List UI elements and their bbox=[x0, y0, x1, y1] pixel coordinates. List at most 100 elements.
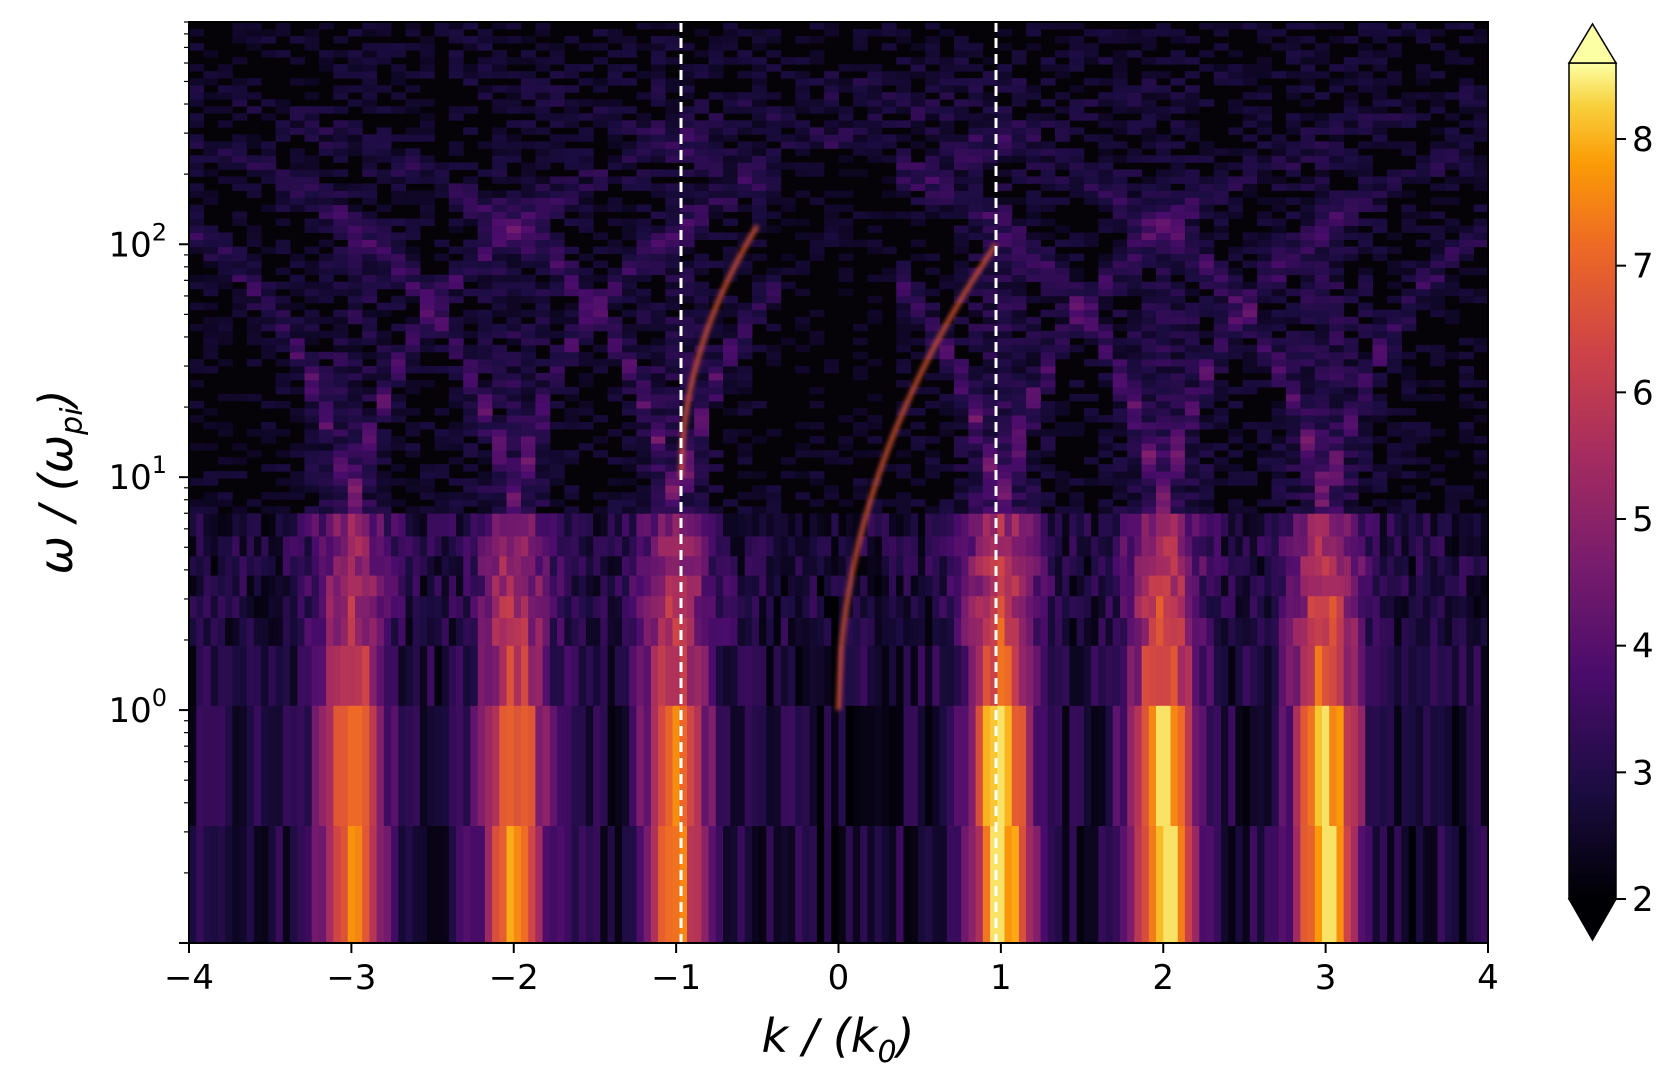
heatmap-cell bbox=[564, 288, 580, 297]
heatmap-cell bbox=[1300, 478, 1316, 486]
heatmap-cell bbox=[679, 471, 695, 479]
heatmap-cell bbox=[679, 246, 695, 255]
heatmap-cell bbox=[968, 288, 984, 297]
heatmap-cell bbox=[1112, 464, 1128, 472]
heatmap-cell bbox=[896, 190, 912, 198]
heatmap-cell bbox=[1011, 386, 1027, 395]
heatmap-cell bbox=[1358, 617, 1366, 646]
heatmap-cell bbox=[347, 485, 363, 493]
heatmap-cell bbox=[1141, 141, 1157, 149]
heatmap-cell bbox=[1343, 555, 1352, 576]
heatmap-cell bbox=[1011, 281, 1027, 290]
heatmap-cell bbox=[1387, 575, 1395, 597]
heatmap-cell bbox=[1300, 253, 1316, 262]
heatmap-cell bbox=[1221, 535, 1229, 557]
heatmap-cell bbox=[506, 386, 522, 395]
heatmap-cell bbox=[687, 825, 695, 943]
heatmap-cell bbox=[636, 386, 652, 395]
heatmap-cell bbox=[1394, 555, 1403, 576]
heatmap-cell bbox=[1336, 575, 1345, 597]
heatmap-cell bbox=[362, 267, 378, 276]
heatmap-cell bbox=[1098, 429, 1114, 437]
heatmap-cell bbox=[708, 155, 724, 163]
heatmap-cell bbox=[340, 513, 349, 537]
heatmap-cell bbox=[1112, 204, 1128, 212]
heatmap-cell bbox=[968, 408, 984, 416]
heatmap-cell bbox=[845, 705, 854, 826]
heatmap-cell bbox=[412, 645, 421, 706]
heatmap-cell bbox=[1170, 429, 1186, 437]
heatmap-cell bbox=[564, 705, 573, 826]
heatmap-cell bbox=[1343, 485, 1359, 493]
heatmap-cell bbox=[1112, 401, 1128, 409]
heatmap-cell bbox=[600, 617, 609, 646]
heatmap-cell bbox=[665, 204, 681, 212]
heatmap-cell bbox=[1285, 555, 1294, 576]
heatmap-cell bbox=[362, 393, 378, 402]
heatmap-cell bbox=[571, 535, 580, 557]
heatmap-cell bbox=[1350, 595, 1359, 618]
heatmap-cell bbox=[852, 337, 868, 346]
heatmap-cell bbox=[1459, 148, 1475, 156]
heatmap-cell bbox=[1141, 134, 1157, 142]
heatmap-cell bbox=[1184, 422, 1200, 430]
heatmap-cell bbox=[802, 705, 811, 826]
heatmap-cell bbox=[1329, 422, 1345, 430]
heatmap-cell bbox=[189, 274, 204, 283]
heatmap-cell bbox=[203, 274, 219, 283]
heatmap-cell bbox=[809, 253, 825, 262]
heatmap-cell bbox=[290, 148, 305, 156]
heatmap-cell bbox=[434, 492, 450, 500]
heatmap-cell bbox=[925, 267, 941, 276]
heatmap-cell bbox=[1387, 513, 1395, 537]
heatmap-cell bbox=[1040, 295, 1056, 304]
heatmap-cell bbox=[463, 393, 479, 402]
heatmap-cell bbox=[708, 351, 724, 360]
heatmap-cell bbox=[665, 617, 674, 646]
heatmap-cell bbox=[521, 386, 536, 395]
heatmap-cell bbox=[1170, 415, 1186, 423]
heatmap-cell bbox=[874, 555, 883, 576]
heatmap-cell bbox=[1480, 595, 1488, 618]
heatmap-cell bbox=[477, 358, 493, 367]
heatmap-cell bbox=[701, 705, 710, 826]
heatmap-cell bbox=[355, 825, 363, 943]
heatmap-cell bbox=[1444, 246, 1460, 255]
heatmap-cell bbox=[751, 120, 767, 128]
heatmap-cell bbox=[1033, 555, 1042, 576]
heatmap-cell bbox=[838, 239, 854, 248]
heatmap-cell bbox=[1401, 288, 1417, 297]
heatmap-cell bbox=[1069, 190, 1085, 198]
heatmap-cell bbox=[982, 267, 998, 276]
heatmap-cell bbox=[261, 645, 270, 706]
heatmap-cell bbox=[939, 422, 955, 430]
heatmap-cell bbox=[694, 436, 710, 444]
heatmap-cell bbox=[1112, 190, 1128, 198]
heatmap-cell bbox=[290, 386, 305, 395]
heatmap-cell bbox=[261, 436, 277, 444]
heatmap-cell bbox=[1379, 595, 1388, 618]
heatmap-cell bbox=[788, 595, 796, 618]
heatmap-cell bbox=[1314, 267, 1330, 276]
heatmap-cell bbox=[492, 575, 500, 597]
heatmap-cell bbox=[246, 239, 262, 248]
heatmap-cell bbox=[463, 443, 479, 451]
heatmap-cell bbox=[463, 386, 479, 395]
heatmap-cell bbox=[1314, 344, 1330, 353]
heatmap-cell bbox=[1069, 239, 1085, 248]
heatmap-cell bbox=[405, 288, 421, 297]
heatmap-cell bbox=[1228, 386, 1244, 395]
heatmap-cell bbox=[997, 155, 1013, 163]
heatmap-cell bbox=[290, 253, 305, 262]
heatmap-cell bbox=[1271, 464, 1287, 472]
heatmap-cell bbox=[1040, 246, 1056, 255]
heatmap-cell bbox=[1184, 595, 1193, 618]
heatmap-cell bbox=[766, 344, 782, 353]
heatmap-cell bbox=[376, 148, 392, 156]
heatmap-cell bbox=[809, 232, 825, 240]
heatmap-cell bbox=[694, 358, 710, 367]
heatmap-cell bbox=[362, 450, 378, 458]
heatmap-cell bbox=[419, 825, 428, 943]
heatmap-cell bbox=[723, 372, 738, 381]
heatmap-cell bbox=[1156, 295, 1171, 304]
